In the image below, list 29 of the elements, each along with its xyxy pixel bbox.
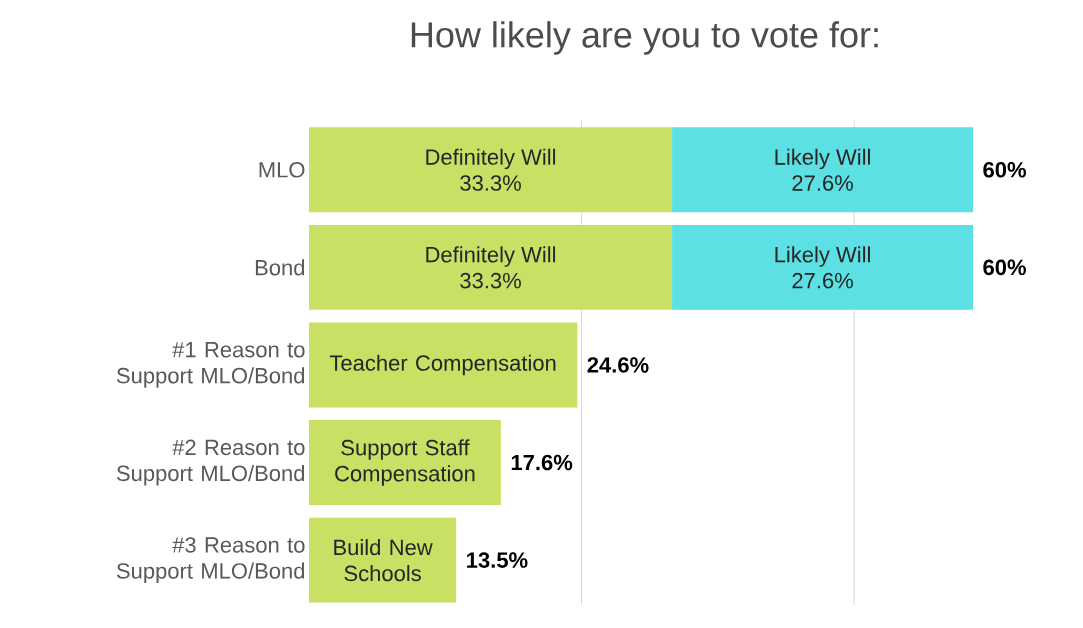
y-tick-label: #1 Reason to Support MLO/Bond <box>116 342 305 388</box>
y-tick-label: Bond <box>255 259 305 276</box>
text: Definitely Will <box>426 148 556 170</box>
data-label: 27.6% <box>792 272 853 289</box>
total-label: 13.5% <box>467 552 528 568</box>
total-label: 24.6% <box>587 357 649 373</box>
annotation: Teacher Compensation <box>329 354 556 376</box>
data-label: 27.6% <box>792 175 853 191</box>
text: Likely Will <box>775 148 870 170</box>
bar <box>309 322 578 408</box>
bar <box>309 517 457 603</box>
series-label: Likely Will <box>775 246 870 267</box>
total-label: 17.6% <box>511 454 573 471</box>
bar <box>672 127 974 213</box>
data-label: 33.3% <box>460 175 521 191</box>
annotation: Build New Schools <box>334 539 433 582</box>
series-label: Definitely Will <box>426 246 556 267</box>
bar <box>672 224 974 310</box>
total-label: 60% <box>983 161 1026 178</box>
y-tick-label: #3 Reason to Support MLO/Bond <box>116 537 305 584</box>
bar <box>309 127 673 213</box>
data-label: 33.3% <box>460 272 521 289</box>
bar <box>309 224 673 310</box>
total-label: 60% <box>983 259 1026 276</box>
annotation: Support Staff Compensation <box>335 439 475 486</box>
chart-title: How likely are you to vote for: <box>411 21 878 55</box>
y-tick-label: #2 Reason to Support MLO/Bond <box>116 439 305 486</box>
y-tick-label: MLO <box>259 161 305 178</box>
bar <box>309 420 501 505</box>
